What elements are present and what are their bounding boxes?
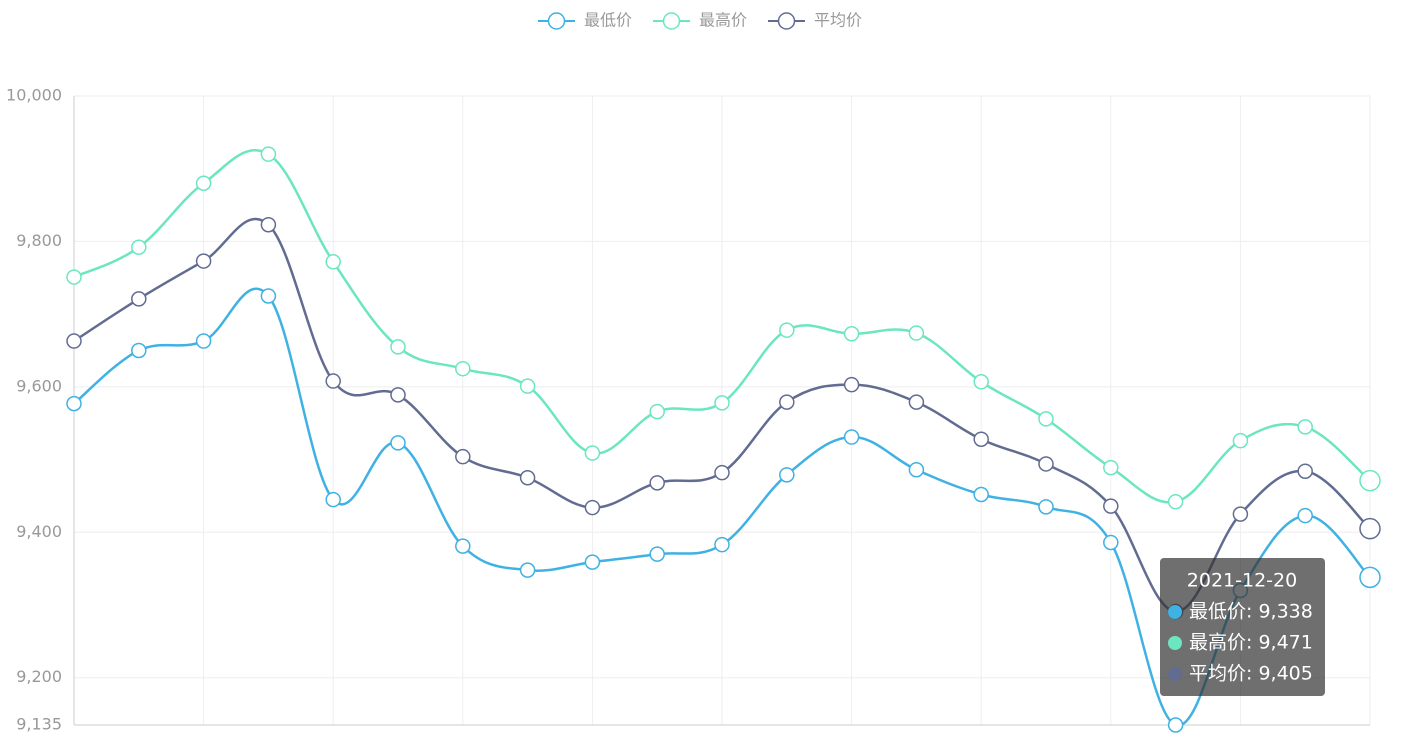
point <box>584 445 601 461</box>
point <box>455 448 471 465</box>
point <box>195 333 212 349</box>
point <box>519 470 536 486</box>
point <box>584 554 601 570</box>
point <box>390 387 406 403</box>
point <box>325 373 341 389</box>
tooltip-box <box>1160 558 1325 696</box>
point <box>714 395 730 411</box>
point <box>1232 506 1249 522</box>
legend-label: 最高价 <box>699 11 747 30</box>
point <box>973 486 989 503</box>
point <box>1359 517 1381 540</box>
point <box>908 462 925 478</box>
point <box>519 562 536 578</box>
point <box>908 325 925 341</box>
point <box>325 491 341 508</box>
legend-icon <box>777 12 796 30</box>
point <box>779 394 795 410</box>
y-tick-label: 9,400 <box>16 522 62 541</box>
tooltip-item: 最高价: 9,471 <box>1189 632 1313 654</box>
point <box>973 374 989 390</box>
point <box>1038 411 1054 427</box>
tooltip-dot <box>1168 605 1182 619</box>
point <box>455 360 471 377</box>
point <box>195 253 212 269</box>
point <box>260 216 277 233</box>
point <box>1297 419 1313 435</box>
y-tick-label: 9,600 <box>16 376 62 395</box>
y-tick-label: 10,000 <box>6 86 62 105</box>
tooltip-title: 2021-12-20 <box>1187 570 1297 592</box>
point <box>1359 566 1381 589</box>
point <box>1359 469 1381 492</box>
point <box>195 175 212 192</box>
point <box>649 403 665 420</box>
point <box>779 322 795 338</box>
point <box>390 435 406 451</box>
point <box>649 475 665 491</box>
legend-label: 最低价 <box>584 11 632 30</box>
legend-label: 平均价 <box>814 11 862 30</box>
point <box>66 269 82 285</box>
tooltip-dot <box>1168 667 1182 681</box>
tooltip: 2021-12-20 最低价: 9,338 最高价: 9,471 平均价: 9,405 <box>1160 558 1325 696</box>
point <box>1103 498 1119 514</box>
point <box>260 146 277 162</box>
point <box>1038 499 1054 515</box>
point <box>66 395 82 412</box>
point <box>1232 432 1249 449</box>
point <box>843 376 860 393</box>
point <box>1167 494 1184 510</box>
point <box>649 546 665 562</box>
point <box>908 394 925 410</box>
y-tick-label: 9,135 <box>16 715 62 734</box>
y-tick-label: 9,200 <box>16 667 62 686</box>
legend-icon <box>547 12 566 30</box>
tooltip-item: 最低价: 9,338 <box>1189 601 1313 623</box>
point <box>973 431 989 447</box>
point <box>66 333 82 349</box>
point <box>455 538 471 554</box>
y-tick-label: 9,800 <box>16 231 62 250</box>
point <box>131 342 147 359</box>
point <box>1103 459 1119 476</box>
point <box>1297 463 1313 479</box>
point <box>519 378 536 394</box>
point <box>714 464 730 481</box>
point <box>390 339 406 355</box>
point <box>714 536 730 553</box>
point <box>325 254 341 270</box>
tooltip-dot <box>1168 636 1182 650</box>
point <box>131 239 147 256</box>
point <box>131 291 147 307</box>
point <box>1167 717 1184 733</box>
point <box>843 326 860 342</box>
legend-icon <box>662 12 681 30</box>
point <box>843 429 860 445</box>
point <box>1103 534 1119 551</box>
point <box>779 467 795 483</box>
point <box>1038 456 1054 472</box>
point <box>260 288 277 304</box>
point <box>1297 507 1313 524</box>
tooltip-item: 平均价: 9,405 <box>1189 663 1313 685</box>
point <box>584 499 601 516</box>
